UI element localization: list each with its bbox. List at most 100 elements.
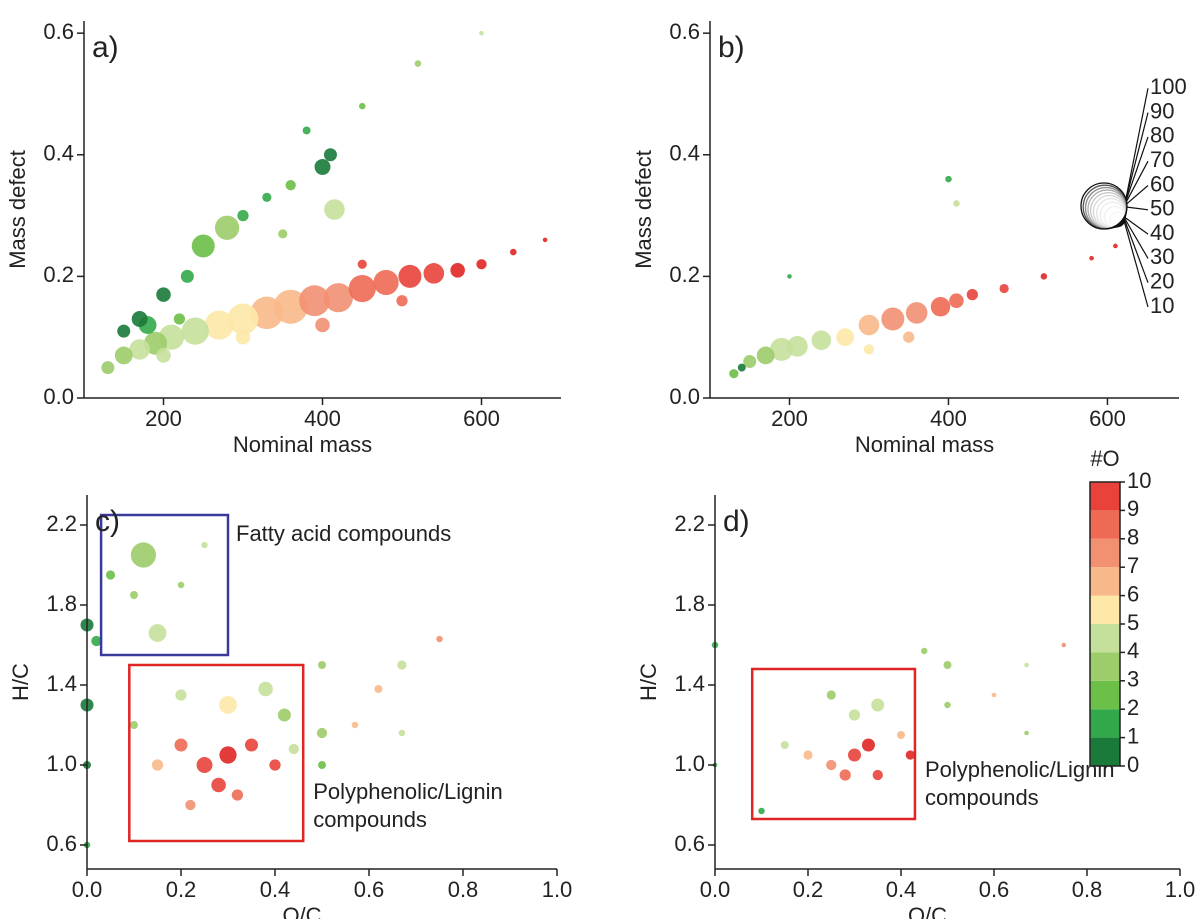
data-point	[423, 263, 445, 284]
region-box	[750, 667, 917, 821]
data-point	[351, 721, 359, 729]
data-point	[871, 698, 885, 712]
x-tick-label: 0.2	[166, 877, 197, 902]
region-label: compounds	[925, 785, 1039, 810]
region-label: Polyphenolic/Lignin	[313, 779, 503, 804]
data-point	[101, 361, 115, 375]
data-point	[848, 709, 861, 721]
y-tick-label: 0.4	[669, 141, 700, 166]
data-point	[151, 759, 164, 771]
colorbar-label: 6	[1127, 581, 1139, 606]
size-legend-label: 80	[1150, 123, 1174, 148]
panel-label: b)	[718, 31, 745, 64]
data-point	[414, 60, 422, 67]
y-tick-label: 0.6	[46, 831, 77, 856]
data-point	[930, 297, 951, 317]
data-point	[944, 701, 951, 709]
colorbar-segment	[1090, 510, 1120, 539]
y-tick-label: 1.4	[674, 671, 705, 696]
data-point	[436, 635, 443, 643]
size-legend-leader	[1125, 136, 1149, 203]
size-legend-leader	[1124, 160, 1149, 204]
x-tick-label: 600	[1089, 406, 1126, 431]
y-axis-label: Mass defect	[5, 150, 30, 269]
x-tick-label: 1.0	[542, 877, 573, 902]
colorbar-label: 1	[1127, 723, 1139, 748]
colorbar-label: 4	[1127, 638, 1139, 663]
y-tick-label: 0.0	[669, 384, 700, 409]
data-point	[299, 285, 330, 317]
x-tick-label: 0.8	[1072, 877, 1103, 902]
x-tick-label: 200	[771, 406, 808, 431]
data-point	[130, 721, 138, 729]
x-axis-label: Nominal mass	[233, 432, 372, 457]
region-label: Polyphenolic/Lignin	[925, 757, 1115, 782]
data-point	[244, 738, 259, 752]
data-point	[397, 660, 407, 670]
y-axis-label: Mass defect	[631, 150, 656, 269]
size-legend-leader	[1125, 112, 1149, 201]
data-point	[177, 581, 185, 589]
data-point	[175, 689, 187, 701]
y-axis-label: H/C	[8, 663, 33, 701]
data-point	[945, 175, 952, 183]
data-point	[324, 199, 345, 220]
data-point	[130, 542, 156, 568]
y-tick-label: 1.8	[46, 591, 77, 616]
data-point	[858, 314, 880, 336]
panel-label: d)	[723, 505, 750, 538]
size-legend-label: 90	[1150, 98, 1174, 123]
data-point	[396, 295, 408, 307]
data-point	[479, 30, 484, 36]
size-legend-label: 10	[1150, 293, 1174, 318]
data-point	[204, 310, 234, 340]
data-point	[130, 591, 138, 599]
y-tick-label: 0.6	[669, 19, 700, 44]
x-axis-label: O/C	[908, 903, 947, 919]
data-point	[323, 283, 353, 313]
data-point	[450, 263, 465, 278]
data-point	[235, 329, 251, 345]
data-point	[1061, 642, 1067, 648]
data-point	[905, 302, 928, 324]
data-point	[91, 635, 102, 647]
x-tick-label: 400	[304, 406, 341, 431]
region-label: compounds	[313, 807, 427, 832]
data-point	[373, 269, 399, 296]
data-point	[231, 789, 244, 801]
data-point	[173, 313, 186, 325]
data-point	[191, 234, 215, 258]
data-point	[729, 369, 739, 379]
data-point	[314, 158, 331, 175]
data-point	[214, 215, 240, 240]
data-point	[770, 337, 794, 361]
data-point	[196, 757, 213, 773]
data-point	[881, 307, 905, 331]
colorbar-title: #O	[1090, 446, 1119, 471]
data-point	[316, 727, 328, 739]
data-point	[315, 317, 330, 333]
y-tick-label: 0.0	[43, 384, 74, 409]
size-legend-label: 70	[1150, 147, 1174, 172]
y-tick-label: 0.4	[43, 141, 74, 166]
size-legend-label: 30	[1150, 244, 1174, 269]
data-point	[826, 759, 837, 771]
size-legend-label: 60	[1150, 171, 1174, 196]
size-legend-leader	[1125, 88, 1149, 200]
size-legend-label: 20	[1150, 269, 1174, 294]
data-point	[949, 293, 964, 308]
size-legend-leader	[1124, 217, 1149, 235]
data-point	[269, 759, 281, 771]
colorbar-segment	[1090, 624, 1120, 653]
data-point	[398, 264, 422, 288]
size-legend-leader	[1124, 218, 1149, 259]
data-point	[839, 769, 851, 781]
data-point	[262, 192, 272, 202]
data-point	[277, 708, 291, 722]
x-tick-label: 0.4	[260, 877, 291, 902]
data-point	[953, 200, 960, 207]
region-label: Fatty acid compounds	[236, 521, 451, 546]
size-legend-leader	[1124, 185, 1149, 206]
data-point	[211, 777, 226, 793]
colorbar-label: 9	[1127, 496, 1139, 521]
